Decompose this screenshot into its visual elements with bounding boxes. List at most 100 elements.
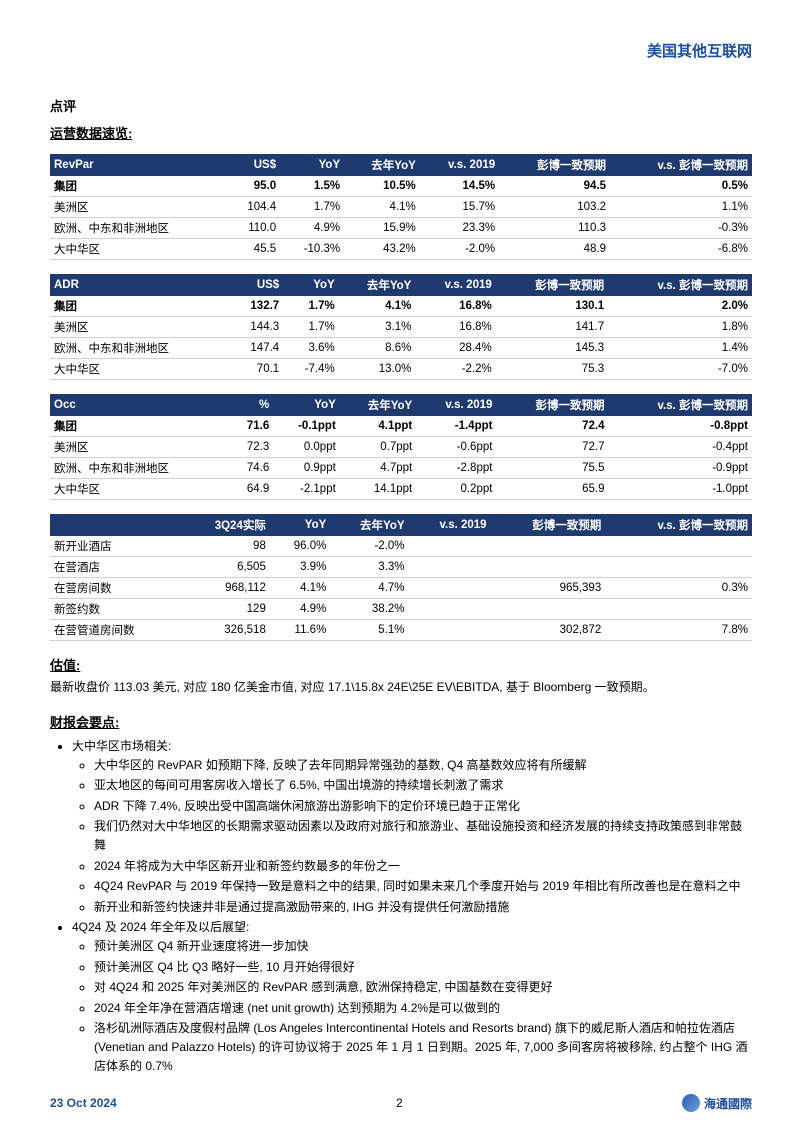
- table-cell: 16.8%: [415, 296, 495, 317]
- table-header-cell: v.s. 彭博一致预期: [605, 514, 752, 536]
- table-cell: [605, 557, 752, 578]
- data-table: RevParUS$YoY去年YoYv.s. 2019彭博一致预期v.s. 彭博一…: [50, 154, 752, 260]
- table-cell: -2.8ppt: [416, 458, 496, 479]
- table-cell: -6.8%: [610, 239, 752, 260]
- table-cell: 72.4: [496, 416, 608, 437]
- table-header-cell: 彭博一致预期: [499, 154, 610, 176]
- table-cell: 16.8%: [415, 317, 495, 338]
- brand-logo-icon: [682, 1094, 700, 1112]
- table-cell: 欧洲、中东和非洲地区: [50, 338, 230, 359]
- tables-container: RevParUS$YoY去年YoYv.s. 2019彭博一致预期v.s. 彭博一…: [50, 154, 752, 641]
- table-cell: 4.7%: [330, 578, 408, 599]
- table-header-cell: 3Q24实际: [182, 514, 270, 536]
- table-cell: 326,518: [182, 620, 270, 641]
- table-cell: [409, 599, 491, 620]
- table-cell: 0.5%: [610, 176, 752, 197]
- highlights-list: 大中华区市场相关:大中华区的 RevPAR 如预期下降, 反映了去年同期异常强劲…: [50, 737, 752, 1075]
- table-cell: -2.0%: [330, 536, 408, 557]
- table-row: 新签约数1294.9%38.2%: [50, 599, 752, 620]
- table-cell: 70.1: [230, 359, 284, 380]
- table-row: 美洲区104.41.7%4.1%15.7%103.21.1%: [50, 197, 752, 218]
- table-cell: 129: [182, 599, 270, 620]
- report-category: 美国其他互联网: [50, 40, 752, 61]
- table-header-cell: Occ: [50, 394, 229, 416]
- table-cell: 48.9: [499, 239, 610, 260]
- table-row: 集团132.71.7%4.1%16.8%130.12.0%: [50, 296, 752, 317]
- table-row: 欧洲、中东和非洲地区74.60.9ppt4.7ppt-2.8ppt75.5-0.…: [50, 458, 752, 479]
- table-row: 美洲区144.31.7%3.1%16.8%141.71.8%: [50, 317, 752, 338]
- table-header-cell: 彭博一致预期: [496, 394, 608, 416]
- list-item: 4Q24 及 2024 年全年及以后展望:预计美洲区 Q4 新开业速度将进一步加…: [72, 918, 752, 1075]
- table-header-cell: US$: [230, 274, 284, 296]
- table-cell: 95.0: [227, 176, 280, 197]
- table-cell: 103.2: [499, 197, 610, 218]
- table-cell: [491, 557, 606, 578]
- table-cell: [409, 536, 491, 557]
- sub-list-item: 预计美洲区 Q4 比 Q3 略好一些, 10 月开始得很好: [94, 958, 752, 977]
- table-cell: 集团: [50, 296, 230, 317]
- table-header-cell: %: [229, 394, 273, 416]
- table-cell: -1.4ppt: [416, 416, 496, 437]
- table-cell: [491, 536, 606, 557]
- table-row: 集团71.6-0.1ppt4.1ppt-1.4ppt72.4-0.8ppt: [50, 416, 752, 437]
- table-header-cell: v.s. 2019: [420, 154, 499, 176]
- table-cell: 130.1: [496, 296, 608, 317]
- table-row: 在营酒店6,5053.9%3.3%: [50, 557, 752, 578]
- table-cell: 4.9%: [280, 218, 344, 239]
- table-cell: -2.2%: [415, 359, 495, 380]
- table-cell: 96.0%: [270, 536, 330, 557]
- commentary-title: 点评: [50, 96, 752, 115]
- table-cell: 0.0ppt: [273, 437, 340, 458]
- table-cell: 74.6: [229, 458, 273, 479]
- table-cell: 145.3: [496, 338, 608, 359]
- table-cell: 1.1%: [610, 197, 752, 218]
- table-row: 美洲区72.30.0ppt0.7ppt-0.6ppt72.7-0.4ppt: [50, 437, 752, 458]
- table-header-cell: 去年YoY: [339, 274, 416, 296]
- table-cell: 11.6%: [270, 620, 330, 641]
- valuation-text: 最新收盘价 113.03 美元, 对应 180 亿美金市值, 对应 17.1\1…: [50, 678, 752, 696]
- table-cell: 43.2%: [344, 239, 420, 260]
- table-cell: 110.0: [227, 218, 280, 239]
- table-header-cell: 去年YoY: [344, 154, 420, 176]
- table-cell: -7.4%: [283, 359, 339, 380]
- table-cell: 23.3%: [420, 218, 499, 239]
- table-cell: 104.4: [227, 197, 280, 218]
- table-cell: 1.7%: [283, 296, 339, 317]
- table-cell: -1.0ppt: [609, 479, 752, 500]
- table-cell: 0.7ppt: [340, 437, 416, 458]
- table-cell: -0.1ppt: [273, 416, 340, 437]
- table-cell: 美洲区: [50, 317, 230, 338]
- table-cell: [409, 578, 491, 599]
- table-cell: 大中华区: [50, 239, 227, 260]
- highlights-title: 财报会要点:: [50, 712, 752, 731]
- table-cell: 欧洲、中东和非洲地区: [50, 458, 229, 479]
- table-cell: 15.7%: [420, 197, 499, 218]
- table-row: 欧洲、中东和非洲地区147.43.6%8.6%28.4%145.31.4%: [50, 338, 752, 359]
- table-cell: 7.8%: [605, 620, 752, 641]
- table-cell: 968,112: [182, 578, 270, 599]
- table-row: 在营房间数968,1124.1%4.7%965,3930.3%: [50, 578, 752, 599]
- table-cell: 1.7%: [280, 197, 344, 218]
- table-header-cell: v.s. 彭博一致预期: [608, 274, 752, 296]
- table-cell: 大中华区: [50, 479, 229, 500]
- sub-list-item: 大中华区的 RevPAR 如预期下降, 反映了去年同期异常强劲的基数, Q4 高…: [94, 756, 752, 775]
- table-header-cell: YoY: [270, 514, 330, 536]
- table-cell: 新开业酒店: [50, 536, 182, 557]
- table-row: 大中华区64.9-2.1ppt14.1ppt0.2ppt65.9-1.0ppt: [50, 479, 752, 500]
- table-cell: 94.5: [499, 176, 610, 197]
- table-row: 欧洲、中东和非洲地区110.04.9%15.9%23.3%110.3-0.3%: [50, 218, 752, 239]
- table-cell: 3.3%: [330, 557, 408, 578]
- table-cell: 965,393: [491, 578, 606, 599]
- table-cell: 14.5%: [420, 176, 499, 197]
- highlights-block: 财报会要点: 大中华区市场相关:大中华区的 RevPAR 如预期下降, 反映了去…: [50, 712, 752, 1075]
- table-cell: 75.5: [496, 458, 608, 479]
- table-cell: [409, 557, 491, 578]
- table-cell: 集团: [50, 416, 229, 437]
- sub-list-item: 4Q24 RevPAR 与 2019 年保持一致是意料之中的结果, 同时如果未来…: [94, 877, 752, 896]
- table-cell: [605, 536, 752, 557]
- data-table: Occ%YoY去年YoYv.s. 2019彭博一致预期v.s. 彭博一致预期集团…: [50, 394, 752, 500]
- sub-list: 大中华区的 RevPAR 如预期下降, 反映了去年同期异常强劲的基数, Q4 高…: [72, 756, 752, 917]
- sub-list-item: 亚太地区的每间可用客房收入增长了 6.5%, 中国出境游的持续增长刺激了需求: [94, 776, 752, 795]
- data-table: ADRUS$YoY去年YoYv.s. 2019彭博一致预期v.s. 彭博一致预期…: [50, 274, 752, 380]
- table-cell: 1.7%: [283, 317, 339, 338]
